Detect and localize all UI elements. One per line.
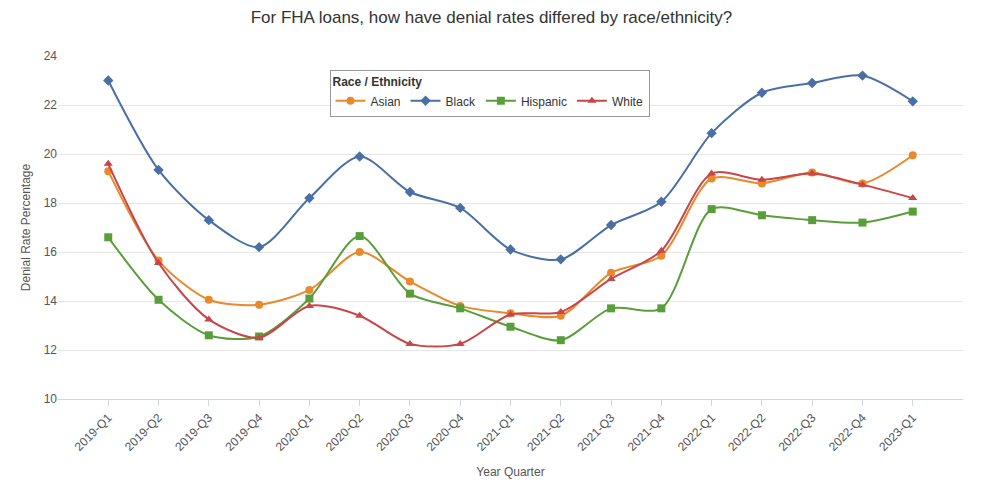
svg-text:2019-Q3: 2019-Q3 — [172, 411, 215, 454]
svg-text:2022-Q2: 2022-Q2 — [725, 411, 768, 454]
svg-text:2021-Q2: 2021-Q2 — [524, 411, 567, 454]
svg-text:24: 24 — [44, 49, 58, 63]
svg-text:2023-Q1: 2023-Q1 — [876, 411, 919, 454]
svg-text:2022-Q4: 2022-Q4 — [826, 411, 869, 454]
svg-text:Black: Black — [446, 95, 476, 109]
svg-text:Asian: Asian — [371, 95, 401, 109]
svg-text:2022-Q1: 2022-Q1 — [675, 411, 718, 454]
svg-text:2019-Q2: 2019-Q2 — [122, 411, 165, 454]
svg-text:Hispanic: Hispanic — [521, 95, 567, 109]
svg-text:2020-Q3: 2020-Q3 — [373, 411, 416, 454]
svg-text:2022-Q3: 2022-Q3 — [776, 411, 819, 454]
svg-text:2021-Q3: 2021-Q3 — [575, 411, 618, 454]
svg-text:For FHA loans, how have denial: For FHA loans, how have denial rates dif… — [251, 8, 733, 27]
svg-text:2020-Q1: 2020-Q1 — [273, 411, 316, 454]
svg-text:White: White — [612, 95, 643, 109]
svg-text:2019-Q1: 2019-Q1 — [72, 411, 115, 454]
svg-text:2021-Q4: 2021-Q4 — [625, 411, 668, 454]
svg-text:18: 18 — [44, 196, 58, 210]
svg-text:20: 20 — [44, 147, 58, 161]
svg-text:2021-Q1: 2021-Q1 — [474, 411, 517, 454]
svg-text:14: 14 — [44, 294, 58, 308]
svg-text:2019-Q4: 2019-Q4 — [223, 411, 266, 454]
svg-text:22: 22 — [44, 98, 58, 112]
svg-text:12: 12 — [44, 343, 58, 357]
svg-text:Race / Ethnicity: Race / Ethnicity — [333, 75, 423, 89]
svg-text:10: 10 — [44, 392, 58, 406]
svg-text:16: 16 — [44, 245, 58, 259]
svg-text:2020-Q4: 2020-Q4 — [424, 411, 467, 454]
svg-text:Denial Rate Percentage: Denial Rate Percentage — [19, 163, 33, 291]
svg-text:2020-Q2: 2020-Q2 — [323, 411, 366, 454]
svg-text:Year Quarter: Year Quarter — [476, 465, 544, 479]
